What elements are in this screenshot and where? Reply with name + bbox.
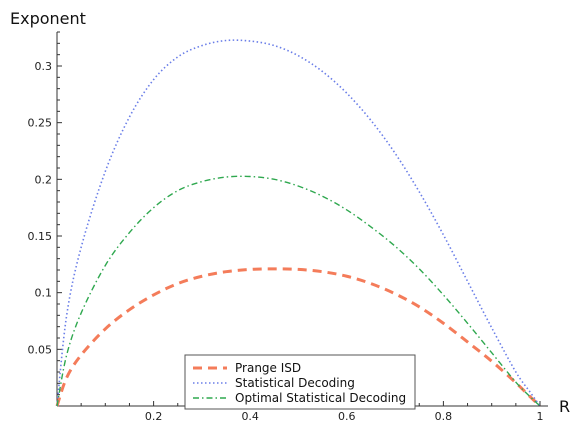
x-tick-label: 0.4 [241, 410, 259, 423]
legend-box [184, 354, 416, 410]
x-axis-title: R [559, 397, 570, 416]
legend-label-0: Prange ISD [235, 361, 301, 375]
y-tick-label: 0.1 [35, 287, 53, 300]
y-axis-title: Exponent [10, 9, 86, 28]
x-tick-label: 0.8 [435, 410, 453, 423]
y-tick-label: 0.15 [28, 230, 53, 243]
legend-label-1: Statistical Decoding [235, 376, 355, 390]
axes: 0.2 0.4 0.6 0.8 1 0.05 0.1 0.15 0.2 0.25 0.3 [28, 31, 548, 423]
x-tick-label: 1 [537, 410, 544, 423]
series-line-2 [56, 175, 541, 407]
y-tick-label: 0.05 [28, 343, 53, 356]
y-tick-label: 0.3 [35, 60, 53, 73]
series-line-1 [56, 39, 541, 407]
x-tick-label: 0.2 [145, 410, 163, 423]
series-lines [55, 39, 542, 408]
x-tick-label: 0.6 [338, 410, 356, 423]
legend-label-2: Optimal Statistical Decoding [235, 391, 406, 405]
y-tick-label: 0.2 [35, 173, 53, 186]
series-line-0 [55, 267, 542, 408]
y-tick-label: 0.25 [28, 117, 53, 130]
